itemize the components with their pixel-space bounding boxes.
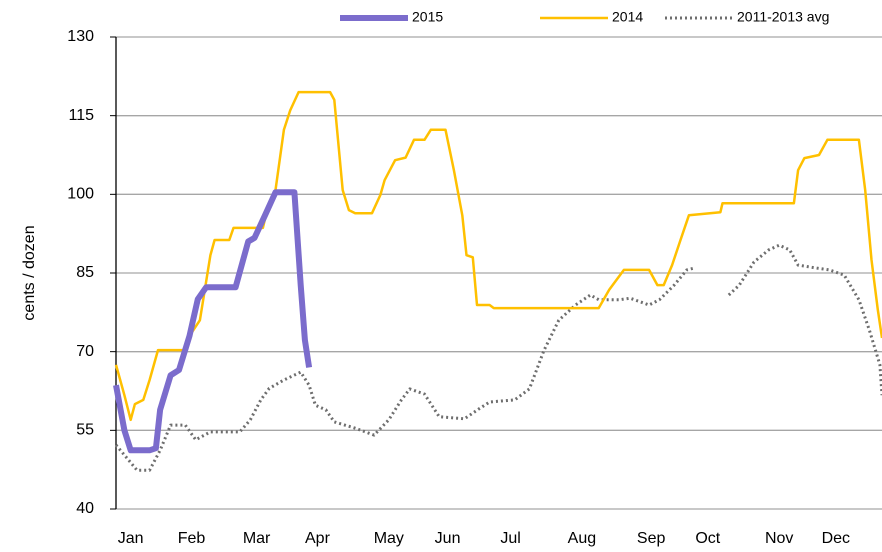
line-series bbox=[114, 243, 882, 472]
y-tick-label: 100 bbox=[67, 186, 94, 203]
x-tick-label: Jun bbox=[435, 530, 461, 547]
x-tick-label: May bbox=[374, 530, 404, 547]
y-tick-label: 40 bbox=[76, 500, 94, 517]
x-tick-label: Mar bbox=[243, 530, 271, 547]
x-tick-label: Aug bbox=[568, 530, 596, 547]
y-axis-label: cents / dozen bbox=[21, 225, 38, 320]
x-tick-label: Dec bbox=[822, 530, 850, 547]
x-tick-label: Apr bbox=[305, 530, 331, 547]
x-tick-label: Sep bbox=[637, 530, 666, 547]
y-tick-label: 85 bbox=[76, 264, 94, 281]
x-tick-label: Jul bbox=[500, 530, 520, 547]
x-tick-label: Jan bbox=[118, 530, 144, 547]
x-tick-label: Nov bbox=[765, 530, 793, 547]
legend-label: 2011-2013 avg bbox=[737, 9, 829, 25]
x-tick-label: Oct bbox=[695, 530, 720, 547]
y-tick-label: 115 bbox=[68, 107, 94, 124]
y-tick-label: 130 bbox=[67, 28, 94, 45]
x-tick-label: Feb bbox=[178, 530, 206, 547]
legend-label: 2014 bbox=[612, 9, 643, 25]
y-tick-label: 55 bbox=[76, 422, 94, 439]
line-series bbox=[114, 90, 882, 422]
y-tick-label: 70 bbox=[76, 343, 94, 360]
line-series bbox=[113, 189, 313, 454]
legend-label: 2015 bbox=[412, 9, 443, 25]
